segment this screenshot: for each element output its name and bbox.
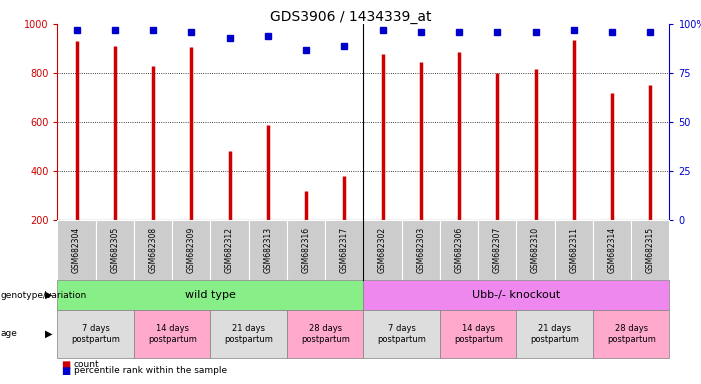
Text: GSM682305: GSM682305	[110, 227, 119, 273]
Text: ■: ■	[61, 366, 70, 376]
Text: GSM682309: GSM682309	[187, 227, 196, 273]
Text: genotype/variation: genotype/variation	[1, 291, 87, 300]
Text: count: count	[74, 360, 100, 369]
Text: 14 days
postpartum: 14 days postpartum	[454, 324, 503, 344]
Text: GSM682317: GSM682317	[340, 227, 349, 273]
Text: wild type: wild type	[185, 290, 236, 300]
Text: ▶: ▶	[46, 329, 53, 339]
Text: GSM682315: GSM682315	[646, 227, 655, 273]
Text: GSM682316: GSM682316	[301, 227, 311, 273]
Text: 21 days
postpartum: 21 days postpartum	[224, 324, 273, 344]
Text: ■: ■	[61, 360, 70, 370]
Text: GSM682308: GSM682308	[149, 227, 158, 273]
Text: age: age	[1, 329, 18, 338]
Text: GSM682314: GSM682314	[608, 227, 617, 273]
Text: GSM682313: GSM682313	[264, 227, 273, 273]
Text: 14 days
postpartum: 14 days postpartum	[148, 324, 197, 344]
Text: 7 days
postpartum: 7 days postpartum	[72, 324, 120, 344]
Text: percentile rank within the sample: percentile rank within the sample	[74, 366, 226, 376]
Text: GSM682312: GSM682312	[225, 227, 234, 273]
Text: GSM682307: GSM682307	[493, 227, 502, 273]
Text: 7 days
postpartum: 7 days postpartum	[377, 324, 426, 344]
Text: GSM682306: GSM682306	[454, 227, 463, 273]
Text: 28 days
postpartum: 28 days postpartum	[607, 324, 655, 344]
Text: GSM682310: GSM682310	[531, 227, 540, 273]
Text: GDS3906 / 1434339_at: GDS3906 / 1434339_at	[270, 10, 431, 23]
Text: 28 days
postpartum: 28 days postpartum	[301, 324, 350, 344]
Text: GSM682311: GSM682311	[569, 227, 578, 273]
Text: Ubb-/- knockout: Ubb-/- knockout	[472, 290, 561, 300]
Text: GSM682304: GSM682304	[72, 227, 81, 273]
Text: 21 days
postpartum: 21 days postpartum	[530, 324, 579, 344]
Text: GSM682302: GSM682302	[378, 227, 387, 273]
Text: ▶: ▶	[46, 290, 53, 300]
Text: GSM682303: GSM682303	[416, 227, 426, 273]
